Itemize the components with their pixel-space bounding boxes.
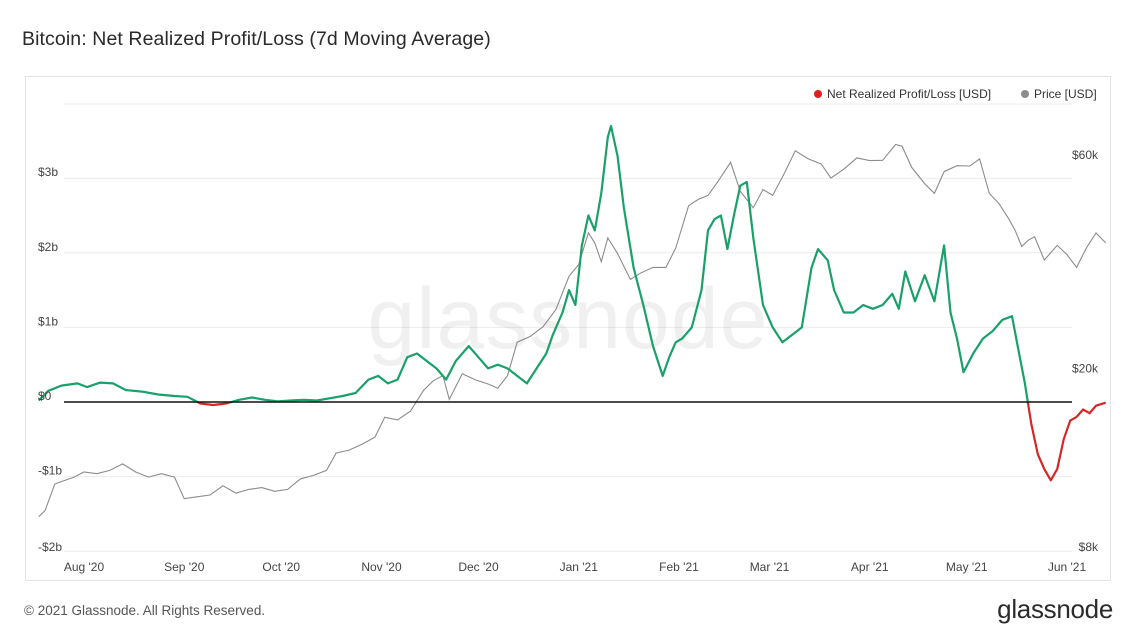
x-axis-tick: Aug '20 bbox=[64, 560, 105, 574]
x-axis-tick: Feb '21 bbox=[659, 560, 699, 574]
x-axis-tick: Sep '20 bbox=[164, 560, 205, 574]
x-axis-tick: Mar '21 bbox=[750, 560, 790, 574]
left-axis-tick: $0 bbox=[38, 389, 52, 403]
x-axis-tick: May '21 bbox=[946, 560, 988, 574]
legend-marker-npl bbox=[814, 90, 822, 98]
right-axis-tick: $20k bbox=[1072, 362, 1099, 376]
x-axis-tick: Apr '21 bbox=[851, 560, 889, 574]
npl-profit-segment bbox=[231, 124, 1029, 404]
price-series bbox=[38, 143, 1107, 518]
right-axis-tick: $8k bbox=[1079, 540, 1099, 554]
left-axis-tick: $1b bbox=[38, 314, 58, 328]
legend-marker-price bbox=[1021, 90, 1029, 98]
x-axis-tick: Jan '21 bbox=[560, 560, 599, 574]
left-axis-tick: -$1b bbox=[38, 464, 62, 478]
legend-label-price: Price [USD] bbox=[1034, 87, 1097, 101]
npl-loss-segment bbox=[1026, 401, 1107, 482]
npl-series bbox=[37, 124, 1107, 482]
chart-title: Bitcoin: Net Realized Profit/Loss (7d Mo… bbox=[22, 28, 491, 50]
npl-profit-segment bbox=[37, 381, 199, 403]
right-axis-tick: $60k bbox=[1072, 148, 1099, 162]
x-axis-tick: Oct '20 bbox=[262, 560, 300, 574]
watermark: glassnode bbox=[367, 271, 768, 367]
brand-logo: glassnode bbox=[997, 594, 1113, 624]
copyright-text: © 2021 Glassnode. All Rights Reserved. bbox=[24, 603, 266, 618]
x-axis-tick: Dec '20 bbox=[458, 560, 499, 574]
grid-lines bbox=[64, 103, 1072, 552]
left-axis-tick: -$2b bbox=[38, 540, 62, 554]
legend-label-npl: Net Realized Profit/Loss [USD] bbox=[827, 87, 991, 101]
x-axis-tick-labels: Aug '20 Sep '20 Oct '20 Nov '20 Dec '20 Jan '… bbox=[64, 560, 1087, 574]
x-axis-tick: Jun '21 bbox=[1048, 560, 1087, 574]
npl-loss-segment bbox=[196, 400, 232, 407]
left-axis-tick-labels: $3b $2b $1b $0 -$1b -$2b bbox=[38, 165, 62, 554]
chart-frame bbox=[25, 76, 1111, 581]
price-line bbox=[38, 143, 1107, 518]
x-axis-tick: Nov '20 bbox=[361, 560, 402, 574]
left-axis-tick: $2b bbox=[38, 240, 58, 254]
right-axis-tick-labels: $60k $20k $8k bbox=[1072, 148, 1099, 554]
legend: Net Realized Profit/Loss [USD] Price [USD… bbox=[814, 87, 1097, 101]
left-axis-tick: $3b bbox=[38, 165, 58, 179]
